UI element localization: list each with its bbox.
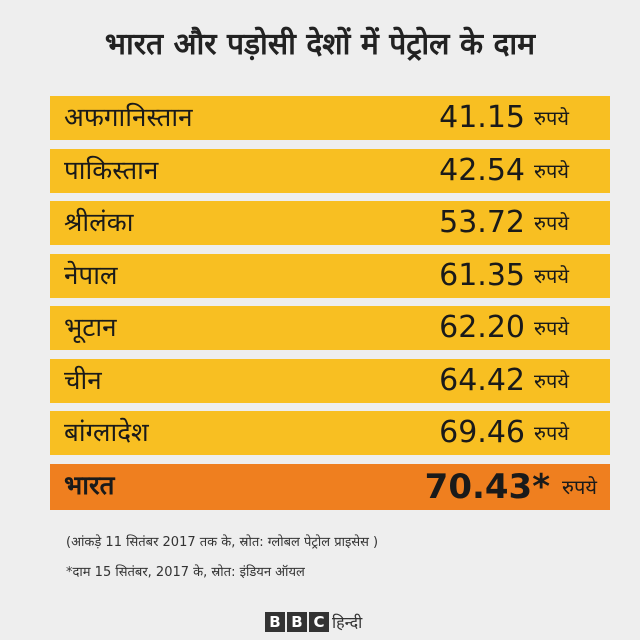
logo-letter: C [309, 612, 329, 632]
table-row: चीन 64.42 रुपये [50, 358, 610, 403]
price: 62.20 [439, 310, 525, 345]
table-row: बांग्लादेश 69.46 रुपये [50, 411, 610, 455]
logo-letter: B [265, 612, 285, 632]
table-row: श्रीलंका 53.72 रुपये [50, 201, 610, 245]
unit: रुपये [534, 106, 569, 130]
title: भारत और पड़ोसी देशों में पेट्रोल के दाम [104, 27, 536, 62]
unit: रुपये [534, 158, 569, 183]
country: भारत [64, 470, 115, 501]
country: नेपाल [64, 260, 118, 291]
table-row: अफगानिस्तान 41.15 रुपये [50, 96, 610, 140]
note: *दाम 15 सितंबर, 2017 के, स्रोत: इंडियन ऑ… [66, 565, 305, 580]
unit: रुपये [534, 316, 569, 340]
price: 70.43* [424, 466, 550, 507]
country: भूटान [64, 313, 117, 343]
table-row: पाकिस्तान 42.54 रुपये [50, 148, 610, 193]
logo-text: हिन्दी [332, 613, 363, 632]
price: 69.46 [439, 415, 525, 450]
unit: रुपये [562, 474, 597, 499]
country: चीन [64, 365, 102, 396]
country: पाकिस्तान [64, 155, 159, 186]
table-row: भारत 70.43* रुपये [50, 463, 610, 510]
table-row: भूटान 62.20 रुपये [50, 306, 610, 350]
country: श्रीलंका [64, 208, 134, 238]
unit: रुपये [534, 263, 569, 288]
country: बांग्लादेश [64, 418, 149, 448]
price: 42.54 [439, 152, 525, 188]
price: 53.72 [439, 205, 525, 240]
table-row: नेपाल 61.35 रुपये [50, 253, 610, 298]
price: 41.15 [439, 100, 525, 135]
unit: रुपये [534, 211, 569, 235]
price: 61.35 [439, 257, 525, 293]
unit: रुपये [534, 368, 569, 393]
logo-letter: B [287, 612, 307, 632]
unit: रुपये [534, 421, 569, 445]
country: अफगानिस्तान [64, 103, 193, 133]
price: 64.42 [439, 362, 525, 398]
note: (आंकड़े 11 सितंबर 2017 तक के, स्रोत: ग्ल… [66, 535, 379, 550]
